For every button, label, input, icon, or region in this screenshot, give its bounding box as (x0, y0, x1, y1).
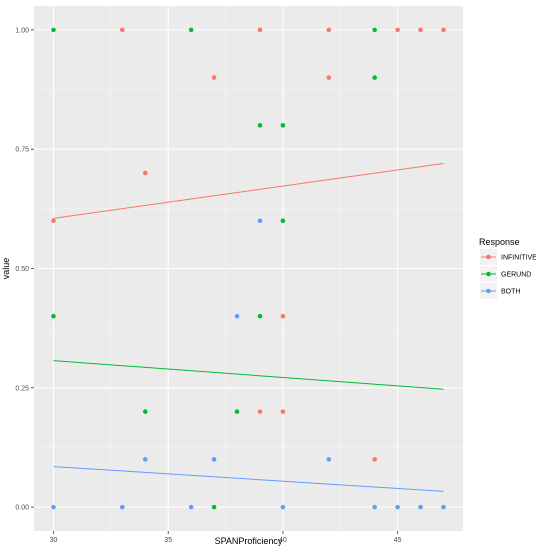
point-infinitive (418, 27, 423, 33)
point-infinitive (257, 27, 263, 33)
major-gridlines (34, 6, 463, 531)
y-tick-label: 0.75 (15, 147, 29, 154)
x-axis-title: SPANProficiency (215, 536, 283, 546)
x-axis-ticks: 30 35 40 45 (50, 531, 402, 544)
y-tick-label: 0.50 (15, 266, 29, 273)
point-both (142, 457, 148, 462)
x-tick-label: 40 (279, 537, 287, 544)
point-infinitive (372, 457, 377, 462)
trend-line-both (53, 466, 444, 492)
point-gerund (372, 27, 377, 33)
point-both (326, 457, 332, 462)
point-both (211, 457, 217, 462)
point-gerund (51, 27, 56, 33)
point-gerund (280, 218, 286, 224)
legend: Response INFINITIVE GERUND BOTH (479, 237, 536, 299)
y-tick-label: 0.25 (15, 385, 29, 392)
point-both (188, 504, 194, 510)
point-both (441, 504, 446, 510)
point-both (280, 504, 286, 510)
point-gerund (257, 313, 263, 319)
point-infinitive (441, 27, 446, 33)
point-gerund (51, 313, 56, 319)
point-gerund (280, 123, 286, 128)
point-gerund (188, 27, 194, 33)
point-infinitive (257, 409, 263, 414)
legend-label: BOTH (501, 289, 520, 296)
trend-line-infinitive (53, 163, 444, 219)
legend-key-point (486, 271, 491, 277)
point-infinitive (142, 170, 148, 176)
point-gerund (211, 504, 217, 510)
point-both (372, 504, 377, 510)
y-tick-label: 1.00 (15, 27, 29, 34)
point-gerund (372, 75, 377, 80)
trend-line-gerund (53, 360, 444, 390)
point-both (234, 313, 240, 319)
point-infinitive (51, 218, 56, 224)
x-tick-label: 30 (50, 537, 58, 544)
point-infinitive (211, 75, 217, 80)
data-points (51, 27, 446, 510)
y-axis-ticks: 0.00 0.25 0.50 0.75 1.00 (15, 27, 34, 512)
point-infinitive (326, 27, 332, 33)
x-tick-label: 45 (394, 537, 402, 544)
point-infinitive (280, 313, 286, 319)
y-axis-title: value (1, 258, 11, 280)
x-tick-label: 35 (164, 537, 172, 544)
legend-key-point (486, 254, 491, 260)
point-gerund (234, 409, 240, 414)
point-both (395, 504, 400, 510)
y-tick-label: 0.00 (15, 505, 29, 512)
point-infinitive (326, 75, 332, 80)
point-gerund (142, 409, 148, 414)
point-gerund (257, 123, 263, 128)
point-both (257, 218, 263, 224)
point-both (120, 504, 125, 510)
legend-label: GERUND (501, 272, 531, 279)
point-both (51, 504, 56, 510)
legend-label: INFINITIVE (501, 255, 536, 262)
point-infinitive (120, 27, 125, 33)
point-infinitive (280, 409, 286, 414)
legend-title: Response (479, 237, 520, 247)
point-both (418, 504, 423, 510)
point-infinitive (395, 27, 400, 33)
trend-lines (53, 163, 444, 492)
legend-key-point (486, 288, 491, 294)
